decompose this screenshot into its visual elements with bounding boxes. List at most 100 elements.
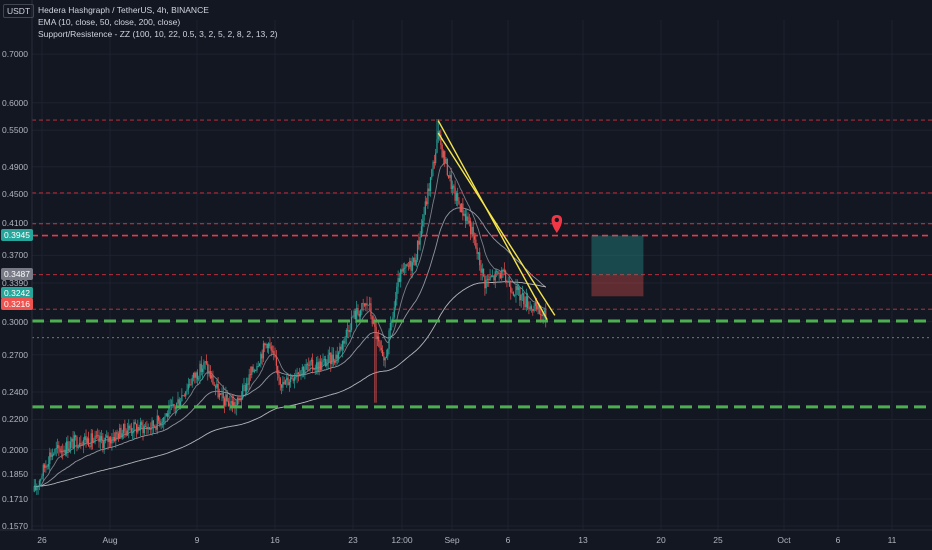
- candle-body: [484, 275, 486, 289]
- candle-body: [512, 292, 514, 296]
- candle-body: [36, 487, 38, 491]
- y-tick-label: 0.2200: [2, 414, 28, 425]
- candle-body: [498, 273, 500, 275]
- candle-body: [405, 264, 407, 268]
- candle-body: [352, 316, 354, 318]
- candle-body: [84, 436, 86, 441]
- candle-body: [416, 240, 419, 261]
- candle-body: [134, 422, 136, 425]
- candle-body: [371, 316, 373, 324]
- candle-body: [505, 270, 507, 282]
- y-tick-label: 0.2400: [2, 387, 28, 397]
- candle-body: [88, 438, 90, 447]
- candle-body: [251, 366, 253, 375]
- candle-body: [426, 201, 428, 205]
- candle-body: [277, 365, 279, 375]
- candle-body: [449, 174, 451, 178]
- candle-body: [133, 422, 135, 433]
- candle-body: [71, 438, 73, 442]
- candle-body: [480, 265, 482, 273]
- candle-body: [78, 442, 81, 447]
- legend-ema[interactable]: EMA (10, close, 50, close, 200, close): [38, 17, 181, 27]
- candle-body: [249, 374, 252, 376]
- x-axis-panel: [0, 530, 932, 550]
- candle-body: [152, 420, 154, 427]
- candle-body: [365, 303, 367, 306]
- candle-body: [223, 398, 226, 406]
- price-badge: 0.3216: [1, 297, 33, 310]
- candle-body: [543, 310, 546, 312]
- candle-body: [299, 373, 301, 376]
- candle-body: [38, 480, 41, 487]
- candle-body: [290, 377, 292, 383]
- candle-body: [486, 279, 489, 280]
- candle-body: [151, 420, 153, 430]
- candle-body: [110, 437, 112, 444]
- candle-body: [437, 131, 439, 140]
- candle-body: [462, 203, 464, 216]
- candle-body: [323, 358, 325, 361]
- candle-body: [432, 161, 434, 170]
- map-pin-dot: [554, 217, 560, 223]
- candle-body: [284, 380, 287, 385]
- candle-body: [287, 377, 289, 386]
- candle-body: [56, 445, 59, 449]
- candle-body: [530, 306, 533, 310]
- candle-body: [185, 391, 187, 397]
- candle-body: [375, 326, 377, 340]
- candle-body: [520, 294, 522, 301]
- x-tick-label: 26: [37, 535, 47, 545]
- price-badge: 0.3487: [1, 268, 33, 281]
- candle-body: [147, 427, 149, 430]
- candle-body: [441, 145, 443, 158]
- candle-body: [363, 303, 366, 306]
- candle-body: [407, 265, 410, 267]
- candle-body: [138, 426, 140, 431]
- candle-body: [43, 464, 46, 468]
- legend-sr[interactable]: Support/Resistence - ZZ (100, 10, 22, 0.…: [38, 29, 278, 39]
- candle-body: [383, 356, 385, 361]
- candle-body: [273, 350, 275, 356]
- candle-body: [248, 374, 250, 385]
- candle-body: [216, 384, 218, 388]
- candle-body: [139, 422, 142, 431]
- candle-body: [66, 441, 68, 454]
- legend-title[interactable]: Hedera Hashgraph / TetherUS, 4h, BINANCE: [38, 5, 209, 15]
- candle-body: [108, 437, 110, 443]
- candle-body: [94, 435, 96, 441]
- currency-badge[interactable]: USDT: [3, 4, 35, 18]
- candle-body: [55, 448, 57, 449]
- candle-body: [326, 362, 328, 367]
- candle-body: [90, 433, 92, 447]
- candle-body: [354, 310, 356, 320]
- candle-body: [211, 375, 213, 379]
- candle-body: [450, 174, 452, 190]
- candle-body: [357, 308, 359, 314]
- x-tick-label: 25: [713, 535, 723, 545]
- candle-body: [378, 336, 380, 342]
- candle-body: [409, 260, 411, 267]
- candle-body: [82, 440, 85, 446]
- candle-body: [214, 385, 217, 388]
- candle-body: [423, 214, 425, 221]
- candle-body: [72, 438, 74, 449]
- candle-body: [482, 268, 485, 276]
- candle-body: [164, 416, 166, 418]
- candle-body: [448, 175, 450, 178]
- candle-body: [191, 377, 193, 385]
- candle-body: [64, 449, 66, 454]
- candle-body: [529, 306, 531, 309]
- candle-body: [349, 329, 351, 333]
- candle-body: [428, 188, 430, 192]
- candle-body: [336, 354, 338, 359]
- candle-body: [146, 426, 148, 430]
- candle-body: [328, 352, 331, 355]
- candle-body: [466, 216, 468, 221]
- candle-body: [350, 317, 353, 330]
- candle-body: [150, 429, 152, 430]
- candle-body: [325, 358, 327, 367]
- trendline: [437, 120, 548, 320]
- candle-body: [327, 354, 329, 363]
- candle-body: [234, 402, 236, 409]
